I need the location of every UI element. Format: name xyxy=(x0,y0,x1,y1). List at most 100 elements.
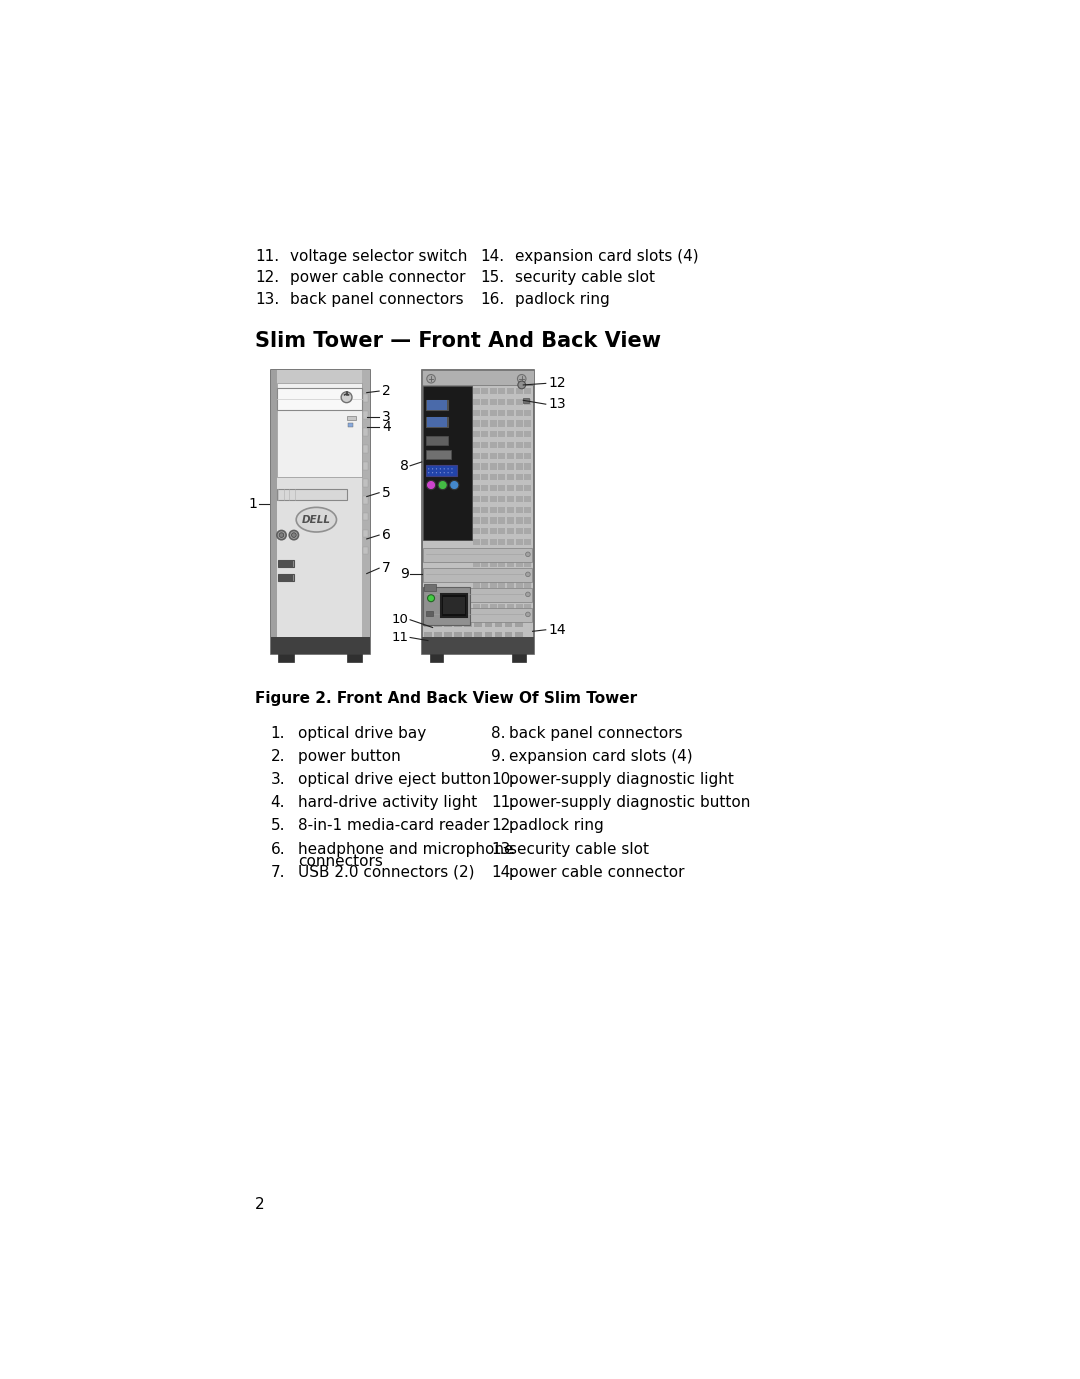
Bar xyxy=(482,441,488,448)
Bar xyxy=(515,485,523,491)
Bar xyxy=(473,506,480,513)
Bar xyxy=(507,410,514,415)
Bar xyxy=(423,608,531,622)
Text: 8.: 8. xyxy=(491,725,507,741)
Bar xyxy=(515,441,523,448)
Bar xyxy=(482,582,488,589)
Bar xyxy=(507,387,514,394)
Bar xyxy=(524,399,531,405)
Circle shape xyxy=(276,531,286,539)
Bar xyxy=(515,528,523,534)
Bar xyxy=(279,574,294,582)
Bar xyxy=(473,474,480,480)
Bar xyxy=(474,622,482,627)
Bar xyxy=(507,560,514,567)
Bar xyxy=(524,582,531,589)
Bar xyxy=(515,550,523,556)
Bar xyxy=(474,632,482,638)
Text: power cable connector: power cable connector xyxy=(509,865,684,880)
Bar xyxy=(524,593,531,598)
Bar xyxy=(515,643,523,650)
Bar xyxy=(490,441,497,448)
Bar xyxy=(524,399,529,403)
Bar xyxy=(490,485,497,491)
Bar xyxy=(363,496,367,503)
Bar xyxy=(490,496,497,502)
Bar xyxy=(507,615,514,621)
Bar xyxy=(423,549,531,563)
Bar xyxy=(490,593,497,598)
Bar xyxy=(490,560,497,567)
Bar xyxy=(507,432,514,437)
Bar xyxy=(422,370,535,385)
Bar xyxy=(279,560,294,567)
Bar xyxy=(499,593,505,598)
Bar xyxy=(524,463,531,470)
Bar xyxy=(499,528,505,534)
Bar xyxy=(524,452,531,459)
Bar xyxy=(473,550,480,556)
Bar xyxy=(422,370,535,655)
Bar xyxy=(473,496,480,502)
Bar xyxy=(495,643,502,650)
Bar xyxy=(490,528,497,534)
Bar xyxy=(524,528,531,534)
Text: optical drive eject button: optical drive eject button xyxy=(298,772,491,787)
Circle shape xyxy=(526,592,530,597)
Bar xyxy=(499,604,505,610)
Bar xyxy=(464,622,472,627)
Bar xyxy=(490,474,497,480)
Bar xyxy=(363,427,367,436)
Bar xyxy=(524,432,531,437)
Text: connectors: connectors xyxy=(298,854,382,869)
Bar xyxy=(524,474,531,480)
Bar xyxy=(427,436,448,445)
Bar xyxy=(512,655,526,662)
Bar xyxy=(490,539,497,545)
Bar xyxy=(473,410,480,415)
Bar xyxy=(485,632,492,638)
Bar xyxy=(524,604,531,610)
Bar xyxy=(490,452,497,459)
Bar xyxy=(276,387,362,410)
Bar xyxy=(507,517,514,524)
Text: expansion card slots (4): expansion card slots (4) xyxy=(515,248,699,263)
Bar xyxy=(441,594,468,618)
Bar xyxy=(499,463,505,470)
Text: power-supply diagnostic button: power-supply diagnostic button xyxy=(509,796,750,811)
Bar xyxy=(515,506,523,513)
Bar xyxy=(507,550,514,556)
Bar xyxy=(271,370,276,655)
Bar xyxy=(515,496,523,502)
Bar xyxy=(427,400,448,411)
Bar xyxy=(482,528,488,534)
Bar xyxy=(279,574,293,581)
Bar xyxy=(524,539,531,545)
Bar xyxy=(524,517,531,524)
Text: padlock ring: padlock ring xyxy=(509,819,604,833)
Bar xyxy=(515,632,523,638)
Circle shape xyxy=(427,480,435,490)
Bar xyxy=(515,582,523,589)
Bar xyxy=(482,463,488,470)
Text: security cable slot: security cable slot xyxy=(509,841,649,856)
Bar xyxy=(490,399,497,405)
Bar xyxy=(444,597,465,615)
Bar xyxy=(279,560,293,567)
Bar xyxy=(515,399,523,405)
Bar xyxy=(424,585,435,590)
Bar xyxy=(524,421,531,426)
Bar xyxy=(507,539,514,545)
Bar xyxy=(473,582,480,589)
Text: 2.: 2. xyxy=(271,749,285,764)
Text: 16.: 16. xyxy=(480,292,504,306)
Bar xyxy=(473,421,480,426)
Bar xyxy=(507,421,514,426)
Text: 1.: 1. xyxy=(271,725,285,741)
Bar xyxy=(515,593,523,598)
Bar xyxy=(499,432,505,437)
Bar xyxy=(473,432,480,437)
Bar xyxy=(444,632,451,638)
Bar xyxy=(524,560,531,567)
Bar xyxy=(515,615,523,621)
